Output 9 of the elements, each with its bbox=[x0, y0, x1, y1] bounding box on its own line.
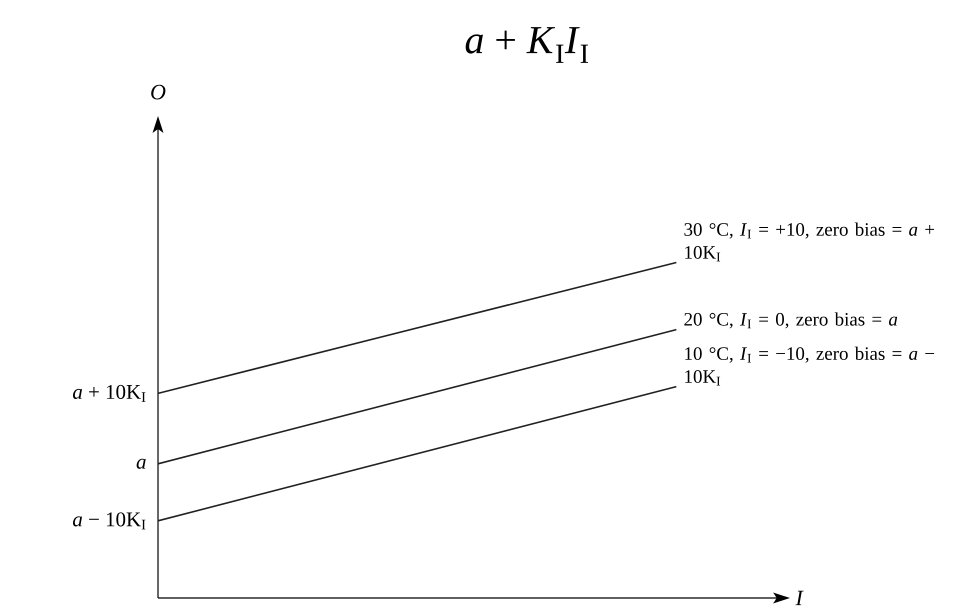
text: 10 °C, I$_{I}$ = −10, zero bias = a − 10K$_{I}$ bbox=[685, 346, 934, 386]
text: O bbox=[151, 84, 166, 100]
annotation: a bbox=[136, 458, 146, 469]
annotation: a − 10K$_{I}$ bbox=[72, 512, 146, 530]
series-label: 20 °C, I$_{I}$ = 0, zero bias = a bbox=[684, 312, 898, 328]
annotation: a + 10K$_{I}$ bbox=[72, 384, 146, 402]
chart-title: a + K$_{I}$I$_{I}$ bbox=[466, 27, 588, 63]
x-axis-title: I bbox=[795, 590, 804, 606]
text: 30 °C, I$_{I}$ = +10, zero bias = a + 10K$_{I}$ bbox=[684, 222, 934, 262]
